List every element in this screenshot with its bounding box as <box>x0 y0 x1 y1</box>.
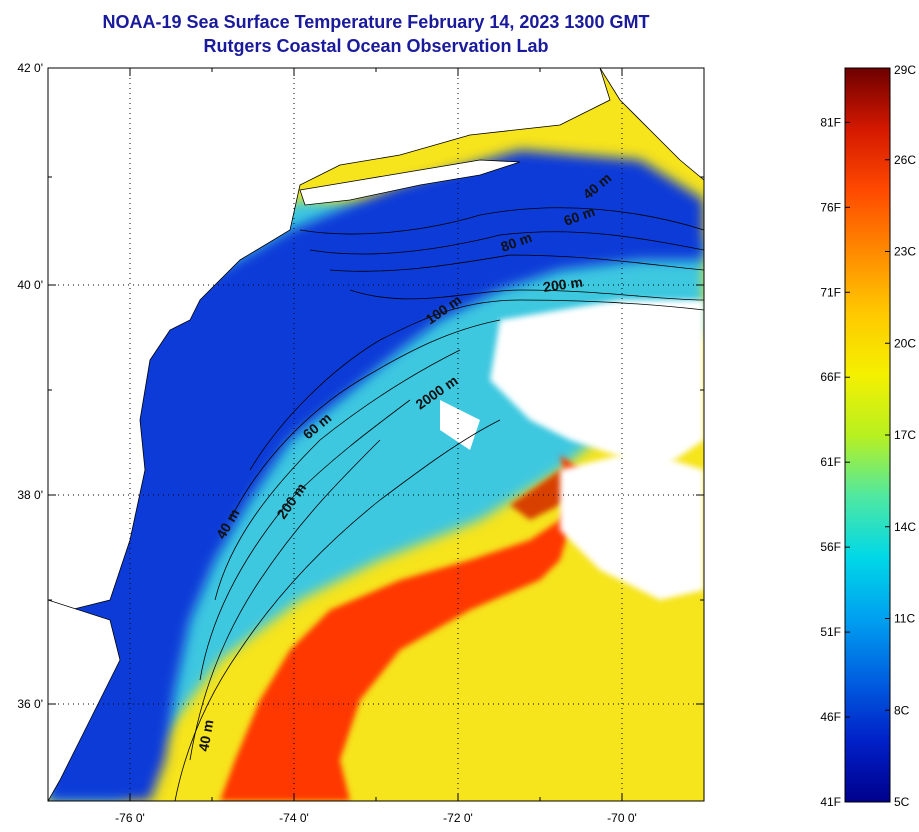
cloud-cover <box>490 300 704 470</box>
colorbar-fahrenheit-label: 46F <box>820 710 841 724</box>
cloud-patch <box>440 400 480 450</box>
bathymetry-contours <box>174 207 704 801</box>
lon-label: -76 0' <box>115 811 145 825</box>
colorbar-celsius-label: 26C <box>894 153 916 167</box>
ticks <box>48 67 704 801</box>
lat-label: 38 0' <box>17 488 43 502</box>
lon-label: -72 0' <box>443 811 473 825</box>
colorbar-fahrenheit-label: 41F <box>820 795 841 809</box>
colorbar-celsius-label: 14C <box>894 520 916 534</box>
lat-label: 42 0' <box>17 61 43 75</box>
colorbar-celsius-label: 23C <box>894 245 916 259</box>
colorbar-fahrenheit-label: 66F <box>820 370 841 384</box>
graticule <box>48 68 704 801</box>
colorbar <box>844 67 891 803</box>
contour-label: 40 m <box>195 718 216 752</box>
lat-label: 36 0' <box>17 697 43 711</box>
shelf-water <box>48 150 704 801</box>
colorbar-celsius-label: 20C <box>894 336 916 350</box>
colorbar-fahrenheit-label: 81F <box>820 115 841 129</box>
colorbar-celsius-label: 11C <box>894 612 915 626</box>
land-south <box>48 599 121 801</box>
lon-label: -70 0' <box>607 811 637 825</box>
map-title: NOAA-19 Sea Surface Temperature February… <box>102 12 650 32</box>
colorbar-celsius-label: 8C <box>894 703 910 717</box>
colorbar-fahrenheit-label: 51F <box>820 625 841 639</box>
colorbar-fahrenheit-label: 71F <box>820 285 841 299</box>
colorbar-celsius-label: 5C <box>894 795 910 809</box>
long-island <box>299 159 521 206</box>
colorbar-fahrenheit-label: 76F <box>820 200 841 214</box>
contour-label: 200 m <box>542 274 584 295</box>
lon-label: -74 0' <box>279 811 309 825</box>
gulf-stream <box>220 455 580 801</box>
map-subtitle: Rutgers Coastal Ocean Observation Lab <box>203 36 549 56</box>
colorbar-celsius-label: 29C <box>894 63 916 77</box>
map-area: 40 m 60 m 80 m 200 m 100 m 2000 m 60 m 4… <box>48 68 704 801</box>
colorbar-fahrenheit-label: 61F <box>820 455 841 469</box>
cloud-cover-south <box>560 450 704 600</box>
land-mainland <box>48 68 611 611</box>
land-northeast <box>599 68 704 181</box>
colorbar-fahrenheit-label: 56F <box>820 540 841 554</box>
colorbar-ticks <box>845 67 890 803</box>
lat-label: 40 0' <box>17 278 43 292</box>
colorbar-labels: 29C 26C 23C 20C 17C 14C 11C 8C 5C 81F 76F 71F 66F 61F… <box>820 63 916 809</box>
colorbar-celsius-label: 17C <box>894 428 916 442</box>
